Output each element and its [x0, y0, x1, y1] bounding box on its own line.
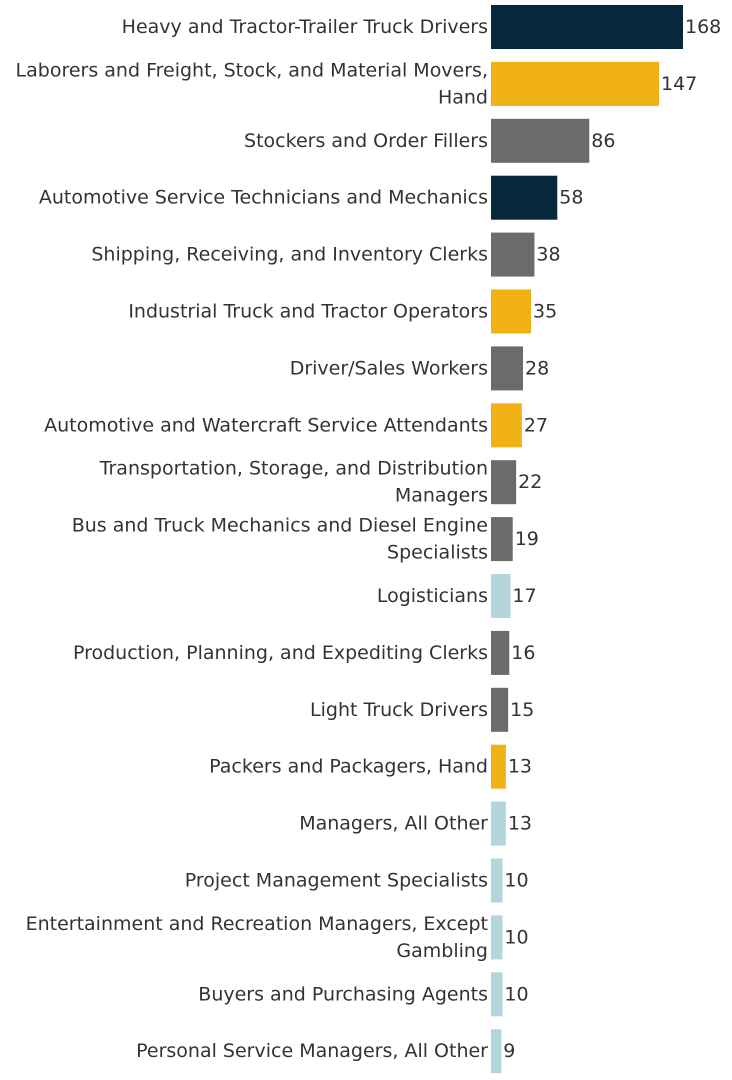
bar — [491, 5, 683, 49]
bar — [491, 118, 590, 163]
category-label: Project Management Specialists — [185, 870, 488, 892]
category-label-line: Specialists — [387, 542, 488, 564]
category-label-line: Project Management Specialists — [185, 870, 488, 892]
category-label-line: Bus and Truck Mechanics and Diesel Engin… — [72, 515, 488, 537]
bar — [491, 858, 503, 903]
value-label: 10 — [504, 870, 528, 892]
category-label-line: Light Truck Drivers — [310, 699, 488, 721]
category-label-line: Industrial Truck and Tractor Operators — [128, 301, 488, 323]
bar — [491, 915, 503, 960]
bar — [491, 517, 513, 562]
category-label: Automotive and Watercraft Service Attend… — [44, 414, 488, 436]
bar — [491, 630, 510, 675]
category-label: Managers, All Other — [299, 813, 488, 835]
category-label-line: Managers, All Other — [299, 813, 488, 835]
category-label-line: Driver/Sales Workers — [290, 357, 488, 379]
category-label-line: Packers and Packagers, Hand — [209, 756, 488, 778]
value-label: 58 — [559, 187, 583, 209]
category-label: Automotive Service Technicians and Mecha… — [39, 187, 488, 209]
category-label: Entertainment and Recreation Managers, E… — [26, 913, 488, 962]
category-label-line: Automotive Service Technicians and Mecha… — [39, 187, 488, 209]
category-labels: Heavy and Tractor-Trailer Truck Drivers L… — [16, 16, 489, 1062]
bar — [491, 801, 506, 846]
category-label: Buyers and Purchasing Agents — [198, 983, 488, 1005]
category-label: Logisticians — [377, 585, 488, 607]
value-label: 9 — [503, 1040, 515, 1062]
category-label-line: Shipping, Receiving, and Inventory Clerk… — [91, 244, 488, 266]
bar — [491, 232, 535, 277]
bar — [491, 289, 531, 334]
value-label: 28 — [525, 357, 549, 379]
category-label-line: Entertainment and Recreation Managers, E… — [26, 913, 488, 935]
bar — [491, 972, 503, 1017]
category-label: Shipping, Receiving, and Inventory Clerk… — [91, 244, 488, 266]
value-label: 86 — [591, 130, 615, 152]
category-label: Personal Service Managers, All Other — [136, 1040, 488, 1062]
value-label: 13 — [508, 813, 532, 835]
category-label: Driver/Sales Workers — [290, 357, 488, 379]
category-label-line: Stockers and Order Fillers — [244, 130, 488, 152]
bar — [491, 574, 511, 618]
value-label: 10 — [504, 926, 528, 948]
category-label: Bus and Truck Mechanics and Diesel Engin… — [72, 515, 488, 564]
category-label-line: Gambling — [396, 940, 488, 962]
value-label: 168 — [685, 16, 721, 38]
category-label-line: Hand — [438, 86, 488, 108]
value-label: 38 — [536, 244, 560, 266]
value-label: 16 — [511, 642, 535, 664]
category-label: Stockers and Order Fillers — [244, 130, 488, 152]
bar — [491, 460, 517, 505]
category-label-line: Buyers and Purchasing Agents — [198, 983, 488, 1005]
value-label: 35 — [533, 301, 557, 323]
category-label-line: Laborers and Freight, Stock, and Materia… — [16, 59, 488, 81]
value-label: 27 — [524, 414, 548, 436]
category-label: Laborers and Freight, Stock, and Materia… — [16, 59, 488, 108]
category-label-line: Heavy and Tractor-Trailer Truck Drivers — [122, 16, 488, 38]
bar — [491, 687, 509, 732]
category-label-line: Automotive and Watercraft Service Attend… — [44, 414, 488, 436]
value-labels: 168 147 86 58 38 35 28 27 22 19 17 16 15 13 13 10 10 10 9 — [503, 16, 721, 1062]
category-label-line: Transportation, Storage, and Distributio… — [99, 458, 488, 480]
value-label: 17 — [512, 585, 536, 607]
category-label-line: Managers — [395, 485, 488, 507]
value-label: 10 — [504, 983, 528, 1005]
category-label: Industrial Truck and Tractor Operators — [128, 301, 488, 323]
category-label: Packers and Packagers, Hand — [209, 756, 488, 778]
category-label-line: Production, Planning, and Expediting Cle… — [73, 642, 488, 664]
category-label: Heavy and Tractor-Trailer Truck Drivers — [122, 16, 488, 38]
bar — [491, 744, 506, 789]
bar — [491, 175, 558, 220]
value-label: 19 — [515, 528, 539, 550]
category-label-line: Personal Service Managers, All Other — [136, 1040, 488, 1062]
bar — [491, 1029, 502, 1074]
bar — [491, 403, 522, 448]
bar — [491, 346, 523, 391]
value-label: 15 — [510, 699, 534, 721]
category-label: Transportation, Storage, and Distributio… — [99, 458, 488, 507]
category-label: Light Truck Drivers — [310, 699, 488, 721]
value-label: 147 — [661, 73, 697, 95]
category-label-line: Logisticians — [377, 585, 488, 607]
value-label: 13 — [508, 756, 532, 778]
value-label: 22 — [518, 471, 542, 493]
category-label: Production, Planning, and Expediting Cle… — [73, 642, 488, 664]
bar — [491, 61, 659, 106]
bars-layer — [491, 5, 683, 1074]
